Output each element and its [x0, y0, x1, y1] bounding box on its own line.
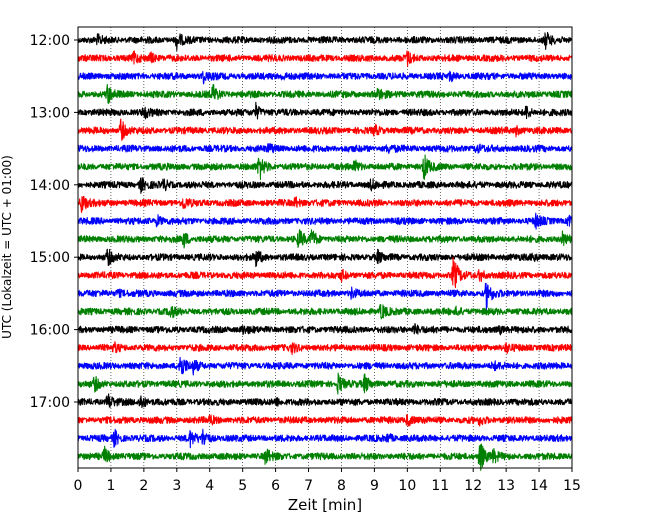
- trace-line: [77, 323, 573, 336]
- trace-line: [77, 154, 573, 181]
- y-tick-label: 12:00: [30, 33, 70, 49]
- trace-line: [77, 143, 573, 154]
- x-tick-label: 11: [431, 478, 449, 494]
- x-axis-ticks: 0 1 2 3 4 5 6 7 8 9 10 11 12 13 14 15: [74, 468, 581, 494]
- x-tick-label: 1: [106, 478, 115, 494]
- x-tick-label: 0: [74, 478, 83, 494]
- x-tick-label: 13: [497, 478, 515, 494]
- x-tick-label: 2: [139, 478, 148, 494]
- trace-line: [77, 31, 573, 52]
- trace-line: [77, 414, 573, 427]
- trace-line: [77, 195, 573, 213]
- trace-line: [77, 84, 573, 104]
- seismic-traces: [77, 31, 573, 471]
- trace-line: [77, 356, 573, 376]
- x-tick-label: 12: [464, 478, 482, 494]
- trace-line: [77, 341, 573, 356]
- trace-line: [77, 101, 573, 120]
- plot-frame: [77, 26, 573, 469]
- trace-line: [77, 282, 573, 311]
- x-tick-label: 5: [238, 478, 247, 494]
- y-tick-label: 14:00: [30, 178, 70, 194]
- y-axis-ticks: 12:00 13:00 14:00 15:00 16:00 17:00: [30, 33, 78, 411]
- trace-line: [77, 118, 573, 141]
- x-tick-label: 15: [563, 478, 581, 494]
- trace-line: [77, 50, 573, 67]
- y-axis-title: UTC (Lokalzeit = UTC + 01:00): [0, 155, 14, 339]
- trace-line: [77, 70, 573, 85]
- y-tick-label: 17:00: [30, 395, 70, 411]
- x-axis-title: Zeit [min]: [288, 496, 362, 514]
- y-tick-label: 15:00: [30, 250, 70, 266]
- trace-line: [77, 177, 573, 194]
- x-tick-label: 8: [337, 478, 346, 494]
- x-tick-label: 4: [205, 478, 214, 494]
- trace-line: [77, 212, 573, 230]
- trace-line: [77, 372, 573, 395]
- x-tick-label: 10: [398, 478, 416, 494]
- y-tick-label: 13:00: [30, 105, 70, 121]
- x-tick-label: 6: [271, 478, 280, 494]
- y-tick-label: 16:00: [30, 323, 70, 339]
- x-tick-label: 9: [370, 478, 379, 494]
- x-tick-label: 3: [172, 478, 181, 494]
- trace-line: [77, 303, 573, 320]
- trace-line: [77, 393, 573, 409]
- x-tick-label: 14: [530, 478, 548, 494]
- trace-line: [77, 229, 573, 249]
- trace-line: [77, 256, 573, 289]
- trace-line: [77, 248, 573, 268]
- trace-line: [77, 428, 573, 449]
- x-tick-label: 7: [304, 478, 313, 494]
- trace-line: [77, 443, 573, 471]
